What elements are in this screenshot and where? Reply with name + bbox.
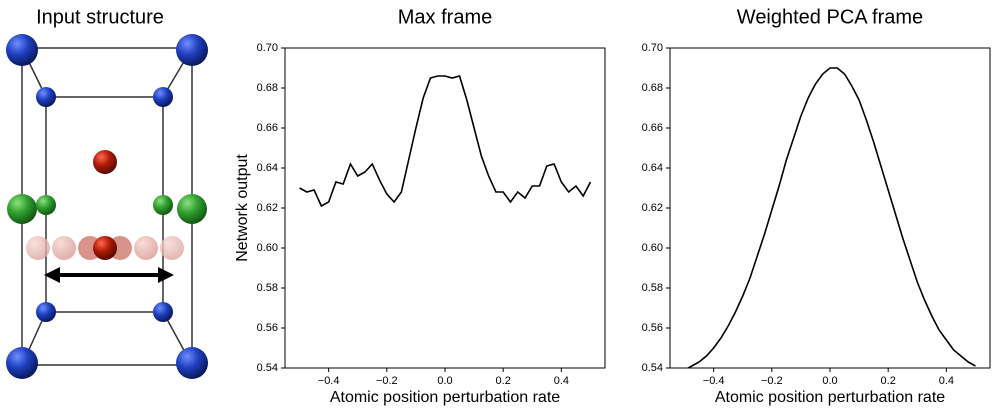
data-line <box>299 75 592 208</box>
inner-cell <box>45 96 164 313</box>
atom <box>153 195 173 215</box>
y-tick-label: 0.58 <box>642 282 663 294</box>
y-tick-label: 0.66 <box>257 122 278 134</box>
structure-diagram: Input structure <box>6 6 208 379</box>
axes-frame <box>284 47 606 369</box>
x-tick-label: −0.2 <box>761 375 783 387</box>
y-tick-label: 0.68 <box>642 82 663 94</box>
atom <box>36 87 56 107</box>
y-tick-label: 0.68 <box>257 82 278 94</box>
x-tick-label: −0.4 <box>703 375 725 387</box>
y-tick-label: 0.56 <box>642 322 663 334</box>
y-tick-label: 0.64 <box>642 162 663 174</box>
y-tick-label: 0.54 <box>642 362 663 374</box>
x-tick-label: −0.4 <box>318 375 340 387</box>
atom <box>153 302 173 322</box>
chart: Weighted PCA frame Atomic position pertur… <box>642 6 991 406</box>
ghost-atom <box>52 236 76 260</box>
atom <box>153 87 173 107</box>
y-tick-label: 0.64 <box>257 162 278 174</box>
arrow-head <box>158 267 174 283</box>
axes-frame <box>669 47 991 369</box>
y-axis-label: Network output <box>234 154 251 262</box>
y-tick-label: 0.62 <box>257 202 278 214</box>
chart-title: Max frame <box>398 6 492 28</box>
x-axis-label: Atomic position perturbation rate <box>330 389 560 406</box>
x-axis-label: Atomic position perturbation rate <box>715 389 945 406</box>
atom <box>36 195 56 215</box>
y-tick-label: 0.62 <box>642 202 663 214</box>
arrow-head <box>44 267 60 283</box>
x-tick-label: −0.2 <box>376 375 398 387</box>
atom <box>176 347 208 379</box>
chart: Max frame Atomic position perturbation ra… <box>234 6 606 406</box>
y-tick-label: 0.70 <box>257 42 278 54</box>
chart-title: Weighted PCA frame <box>737 6 923 28</box>
y-tick-label: 0.66 <box>642 122 663 134</box>
atom <box>6 34 38 66</box>
atom <box>7 194 37 224</box>
data-line <box>686 67 976 368</box>
atom <box>177 194 207 224</box>
x-tick-label: 0.2 <box>881 375 896 387</box>
x-tick-label: 0.0 <box>437 375 452 387</box>
x-tick-label: 0.2 <box>496 375 511 387</box>
y-tick-label: 0.56 <box>257 322 278 334</box>
x-tick-label: 0.4 <box>939 375 954 387</box>
x-tick-label: 0.4 <box>554 375 569 387</box>
diagram-title: Input structure <box>36 6 164 28</box>
y-tick-label: 0.60 <box>642 242 663 254</box>
atom <box>6 347 38 379</box>
y-tick-label: 0.70 <box>642 42 663 54</box>
y-tick-label: 0.58 <box>257 282 278 294</box>
y-tick-label: 0.54 <box>257 362 278 374</box>
atom <box>36 302 56 322</box>
x-tick-label: 0.0 <box>822 375 837 387</box>
ghost-atom <box>26 236 50 260</box>
y-tick-label: 0.60 <box>257 242 278 254</box>
atom <box>176 34 208 66</box>
atom <box>93 150 117 174</box>
ghost-atom <box>160 236 184 260</box>
atom <box>93 236 117 260</box>
ghost-atom <box>134 236 158 260</box>
